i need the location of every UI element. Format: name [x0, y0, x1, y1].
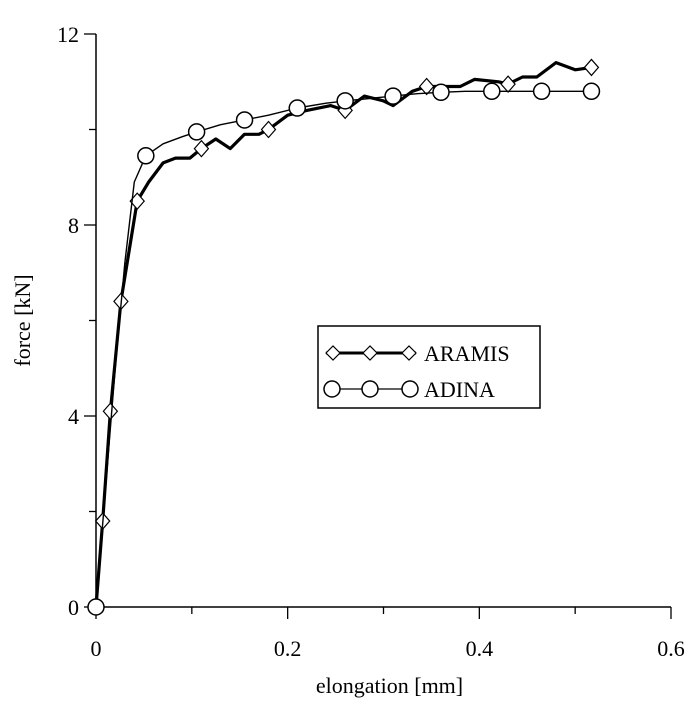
data-point-aramis	[193, 139, 210, 158]
data-point-adina	[288, 99, 306, 117]
legend-adina-marker-2	[361, 380, 379, 398]
y-tick-label: 8	[68, 213, 79, 238]
data-point-adina	[235, 111, 254, 129]
legend-adina-marker-3	[401, 380, 419, 398]
data-point-adina	[532, 82, 551, 101]
legend-label-aramis: ARAMIS	[424, 341, 510, 366]
legend: ARAMIS ADINA	[317, 325, 541, 409]
y-tick-label: 12	[57, 22, 79, 47]
data-point-aramis	[418, 77, 435, 96]
legend-adina-marker-1	[323, 380, 341, 398]
y-tick-label: 4	[68, 404, 79, 429]
legend-aramis-marker-2	[362, 345, 378, 361]
data-point-aramis	[102, 402, 119, 421]
x-tick-label: 0.4	[466, 636, 494, 661]
axes	[95, 34, 671, 608]
x-tick-label: 0.6	[657, 636, 685, 661]
data-point-adina	[432, 83, 450, 102]
data-point-adina	[87, 598, 105, 616]
data-point-adina	[384, 87, 402, 105]
data-point-aramis	[129, 192, 146, 211]
legend-aramis-marker-3	[401, 345, 417, 361]
x-tick-label: 0.2	[274, 636, 302, 661]
series-adina	[87, 82, 601, 616]
tick-labels: 0 4 8 12 0 0.2 0.4 0.6	[57, 22, 685, 661]
x-tick-label: 0	[91, 636, 102, 661]
x-axis-title: elongation [mm]	[316, 673, 463, 698]
series-layer	[87, 58, 601, 616]
data-point-aramis	[260, 120, 277, 139]
data-point-adina	[483, 82, 501, 101]
tick-marks	[84, 33, 672, 619]
legend-aramis-marker-1	[325, 345, 341, 361]
y-axis-title: force [kN]	[10, 274, 35, 366]
legend-label-adina: ADINA	[424, 377, 495, 402]
y-tick-label: 0	[68, 595, 79, 620]
data-point-adina	[336, 92, 354, 110]
data-point-aramis	[500, 75, 516, 94]
data-point-aramis	[583, 58, 600, 77]
data-point-adina	[187, 123, 206, 141]
data-point-adina	[582, 82, 601, 101]
data-point-adina	[137, 147, 155, 165]
legend-box	[317, 325, 541, 409]
